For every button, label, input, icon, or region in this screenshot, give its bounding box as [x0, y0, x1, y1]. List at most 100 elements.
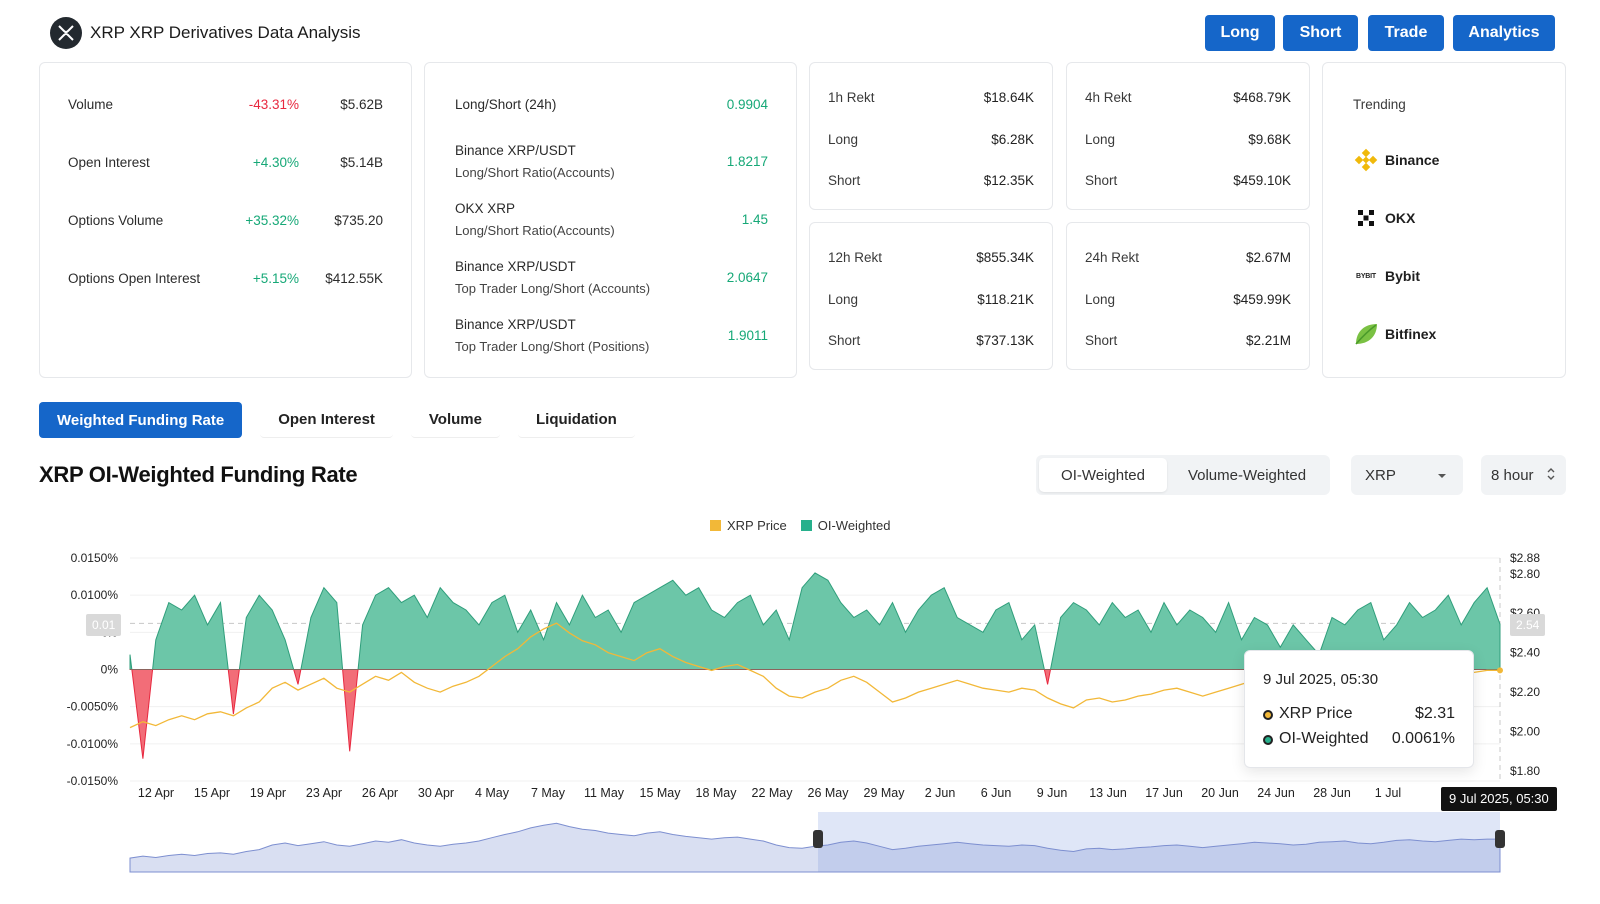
legend-item-xrp-price[interactable]: XRP Price [710, 518, 787, 533]
ratio-label: Binance XRP/USDT [455, 143, 576, 158]
stat-value: $735.20 [334, 213, 383, 228]
y-right-tick-label: $2.80 [1510, 567, 1540, 581]
long-short-ratio-card: Long/Short (24h) 0.9904 Binance XRP/USDT… [424, 62, 797, 378]
rekt-short-label: Short [1085, 333, 1118, 348]
x-tick-label: 29 May [864, 786, 906, 800]
ratio-value: 0.9904 [726, 97, 768, 112]
x-tick-label: 6 Jun [981, 786, 1012, 800]
tab-volume[interactable]: Volume [410, 402, 500, 438]
rekt-short-label: Short [1085, 173, 1118, 188]
trending-item-bybit[interactable]: BYBIT Bybit [1353, 263, 1420, 289]
stat-value: $5.62B [340, 97, 383, 112]
rekt-long-value: $6.28K [991, 132, 1034, 147]
x-tick-label: 4 May [475, 786, 510, 800]
trending-title: Trending [1353, 97, 1406, 112]
top-header: XRP XRP Derivatives Data Analysis Long S… [0, 0, 1600, 64]
page-title: XRP XRP Derivatives Data Analysis [90, 23, 361, 42]
tab-weighted-funding-rate[interactable]: Weighted Funding Rate [39, 402, 243, 438]
stat-label: Options Volume [68, 213, 164, 228]
rekt-title: 24h Rekt [1085, 250, 1140, 265]
y-right-tick-label: $2.88 [1510, 551, 1540, 565]
tooltip-value: 0.0061% [1391, 730, 1455, 747]
x-tick-label: 15 Apr [194, 786, 230, 800]
ratio-label: Binance XRP/USDT [455, 317, 576, 332]
x-tick-label: 15 May [640, 786, 682, 800]
x-tick-label: 11 May [584, 786, 625, 800]
chart-tabs: Weighted Funding Rate Open Interest Volu… [39, 402, 653, 438]
ratio-sublabel: Top Trader Long/Short (Positions) [455, 339, 650, 354]
rekt-long-value: $9.68K [1248, 132, 1291, 147]
crosshair-left-label: 0.01 [86, 614, 122, 636]
navigator-handle-left [813, 830, 823, 848]
legend-swatch [800, 520, 812, 531]
stat-change: +4.30% [252, 155, 299, 170]
x-tick-label: 19 Apr [250, 786, 286, 800]
ratio-label: Long/Short (24h) [455, 97, 557, 112]
y-left-tick-label: -0.0050% [67, 700, 119, 714]
stat-change: -43.31% [248, 97, 299, 112]
rekt-short-label: Short [828, 333, 861, 348]
tooltip-date: 9 Jul 2025, 05:30 [1263, 671, 1379, 688]
rekt-short-value: $737.13K [976, 333, 1034, 348]
crosshair-point [1497, 667, 1503, 674]
rekt-short-value: $459.10K [1233, 173, 1291, 188]
interval-select-value: 8 hour [1491, 466, 1534, 484]
tooltip-row-rate: OI-Weighted 0.0061% [1263, 730, 1455, 748]
funding-rate-chart[interactable]: 0.0150%0.0100%0.00%-0.0050%-0.0100%-0.01… [0, 540, 1600, 880]
coin-select-value: XRP [1365, 466, 1396, 484]
ratio-value: 1.45 [741, 212, 768, 227]
rekt-long-label: Long [828, 292, 859, 307]
legend-swatch [710, 520, 721, 531]
interval-select[interactable]: 8 hour [1481, 455, 1566, 495]
chart-tooltip: 9 Jul 2025, 05:30 XRP Price $2.31 OI-Wei… [1244, 650, 1474, 768]
stat-change: +5.15% [252, 271, 299, 286]
oi-weighted-option[interactable]: OI-Weighted [1039, 458, 1167, 492]
x-tick-label: 26 May [808, 786, 850, 800]
x-tick-label: 9 Jun [1037, 786, 1068, 800]
ratio-sublabel: Long/Short Ratio(Accounts) [455, 223, 615, 238]
analytics-button[interactable]: Analytics [1453, 15, 1555, 51]
rekt-total: $855.34K [976, 250, 1034, 265]
volume-weighted-option[interactable]: Volume-Weighted [1187, 466, 1307, 484]
tooltip-label: XRP Price [1279, 705, 1353, 722]
funding-area-positive [129, 572, 1501, 670]
stat-label: Volume [68, 97, 114, 112]
y-right-tick-label: $2.20 [1510, 685, 1540, 699]
x-tick-label: 20 Jun [1201, 786, 1239, 800]
tab-liquidation[interactable]: Liquidation [517, 402, 635, 438]
tab-open-interest[interactable]: Open Interest [260, 402, 393, 438]
y-right-tick-label: $2.00 [1510, 725, 1540, 739]
xrp-logo-icon [50, 17, 82, 49]
rekt-total: $468.79K [1233, 90, 1291, 105]
rekt-total: $18.64K [983, 90, 1034, 105]
y-right-tick-label: $2.40 [1510, 646, 1540, 660]
trending-item-label: Bybit [1385, 268, 1420, 284]
trending-item-bitfinex[interactable]: Bitfinex [1353, 321, 1436, 347]
short-button[interactable]: Short [1283, 15, 1358, 51]
x-tick-label: 28 Jun [1313, 786, 1351, 800]
legend-item-oi-weighted[interactable]: OI-Weighted [800, 518, 890, 533]
bitfinex-icon [1353, 321, 1379, 347]
crosshair-right-label: 2.54 [1510, 614, 1546, 636]
x-tick-label: 13 Jun [1089, 786, 1127, 800]
y-left-tick-label: 0.0150% [71, 551, 119, 565]
chart-section-title: XRP OI-Weighted Funding Rate [39, 462, 358, 487]
rekt-title: 12h Rekt [828, 250, 883, 265]
trade-button[interactable]: Trade [1368, 15, 1444, 51]
chevron-down-icon [1437, 468, 1447, 485]
y-left-tick-label: -0.0100% [67, 737, 119, 751]
rekt-title: 4h Rekt [1085, 90, 1132, 105]
stat-label: Options Open Interest [68, 271, 201, 286]
long-button[interactable]: Long [1205, 15, 1275, 51]
y-left-tick-label: 0.0100% [71, 588, 119, 602]
y-left-tick-label: -0.0150% [67, 774, 119, 788]
stat-label: Open Interest [68, 155, 150, 170]
coin-select[interactable]: XRP [1351, 455, 1463, 495]
trending-item-binance[interactable]: Binance [1353, 147, 1439, 173]
stat-value: $5.14B [340, 155, 383, 170]
trending-item-okx[interactable]: OKX [1353, 205, 1415, 231]
rekt-short-label: Short [828, 173, 861, 188]
ratio-label: OKX XRP [455, 201, 516, 216]
y-left-tick-label: 0% [101, 663, 119, 677]
rekt-card-4h: 4h Rekt $468.79K Long $9.68K Short $459.… [1066, 62, 1310, 210]
